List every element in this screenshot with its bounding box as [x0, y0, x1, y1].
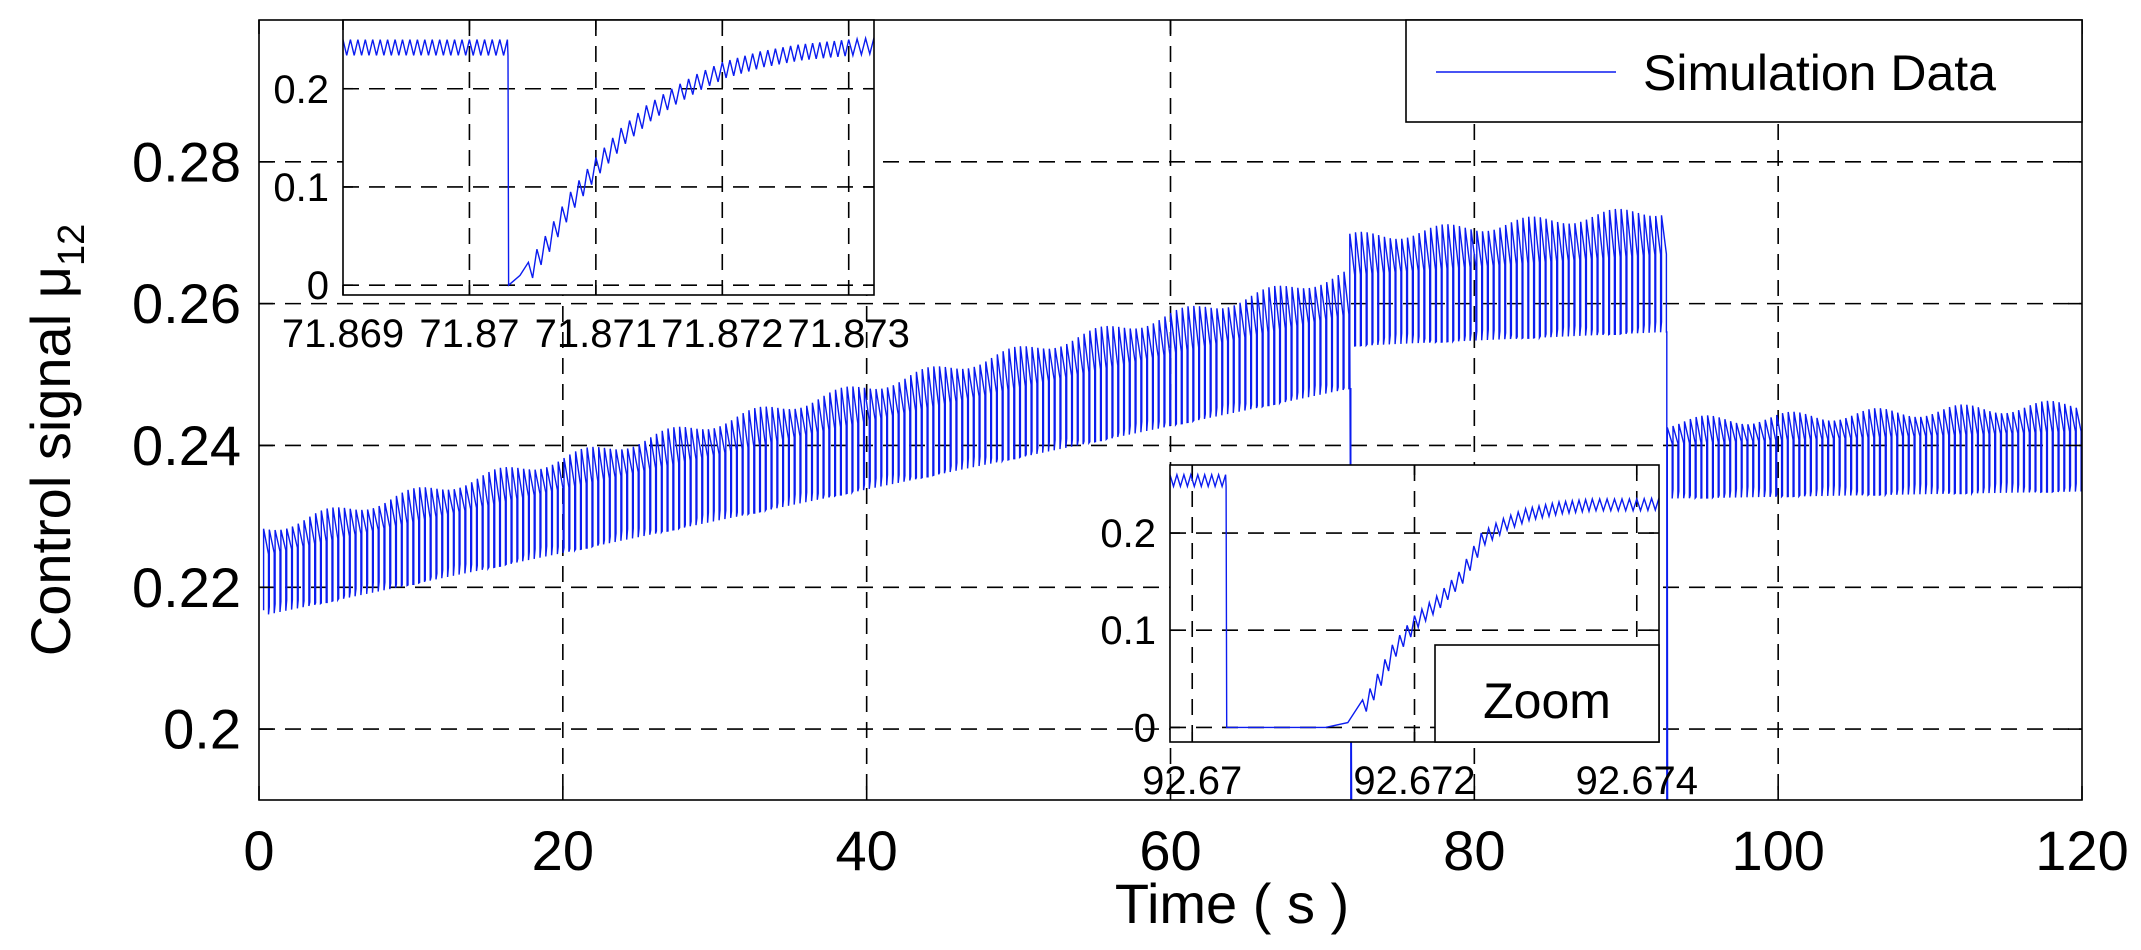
inset-1-background — [343, 20, 874, 295]
inset-1-x-tick-labels: 71.869 71.87 71.871 71.872 71.873 — [282, 312, 910, 356]
y-tick-label: 0.1 — [273, 166, 329, 210]
svg-text:Control signal μ12: Control signal μ12 — [19, 224, 93, 657]
y-tick-label: 0.1 — [1100, 609, 1156, 653]
main-y-tick-labels: 0.2 0.22 0.24 0.26 0.28 — [132, 130, 241, 760]
main-series-simulation-data — [262, 208, 2082, 800]
inset-2-series — [1170, 472, 1659, 729]
x-tick-label: 92.674 — [1576, 759, 1698, 803]
y-tick-label: 0.26 — [132, 272, 241, 335]
x-tick-label: 20 — [532, 819, 594, 882]
x-tick-label: 92.672 — [1353, 759, 1475, 803]
x-tick-label: 71.871 — [535, 312, 657, 356]
y-tick-label: 0.24 — [132, 414, 241, 477]
y-tick-label: 0.2 — [163, 698, 241, 761]
inset-1-grid — [343, 20, 874, 295]
inset-1-tick-marks — [342, 20, 874, 295]
inset-2: 92.67 92.672 92.674 0 0.1 0.2 Zoom — [1100, 464, 1698, 803]
x-tick-label: 40 — [836, 819, 898, 882]
zoom-label-box — [1434, 644, 1660, 743]
legend-box — [1405, 19, 2083, 123]
legend-entry-simulation-data: Simulation Data — [1643, 45, 1996, 101]
main-series-line — [262, 208, 2082, 800]
inset-series-line — [1170, 472, 1659, 729]
inset-1-series — [343, 35, 874, 287]
x-tick-label: 71.873 — [788, 312, 910, 356]
inset-1-y-tick-labels: 0 0.1 0.2 — [273, 68, 329, 308]
y-axis-label-group: Control signal μ12 — [19, 224, 93, 657]
y-tick-label: 0.2 — [273, 68, 329, 112]
y-axis-label: Control signal μ — [19, 266, 82, 656]
x-tick-label: 120 — [2035, 819, 2128, 882]
x-tick-label: 100 — [1731, 819, 1824, 882]
inset-2-x-tick-labels: 92.67 92.672 92.674 — [1142, 759, 1698, 803]
x-tick-label: 71.87 — [419, 312, 519, 356]
inset-1: 71.869 71.87 71.871 71.872 71.873 0 0.1 0.2 — [273, 19, 910, 356]
x-tick-label: 0 — [243, 819, 274, 882]
y-tick-label: 0.22 — [132, 556, 241, 619]
main-x-tick-labels: 0 20 40 60 80 100 120 — [243, 819, 2128, 882]
x-tick-label: 60 — [1139, 819, 1201, 882]
y-tick-label: 0.2 — [1100, 512, 1156, 556]
inset-series-line — [343, 35, 874, 287]
y-axis-label-subscript: 12 — [51, 224, 93, 266]
y-tick-label: 0 — [1134, 706, 1156, 750]
y-tick-label: 0.28 — [132, 130, 241, 193]
inset-1-frame — [342, 19, 875, 296]
x-tick-label: 92.67 — [1142, 759, 1242, 803]
x-axis-label: Time ( s ) — [1115, 872, 1349, 935]
x-tick-label: 80 — [1443, 819, 1505, 882]
zoom-label: Zoom — [1483, 673, 1611, 729]
x-tick-label: 71.872 — [661, 312, 783, 356]
legend: Simulation Data — [1405, 19, 2083, 123]
x-tick-label: 71.869 — [282, 312, 404, 356]
inset-2-y-tick-labels: 0 0.1 0.2 — [1100, 512, 1156, 750]
y-tick-label: 0 — [307, 264, 329, 308]
